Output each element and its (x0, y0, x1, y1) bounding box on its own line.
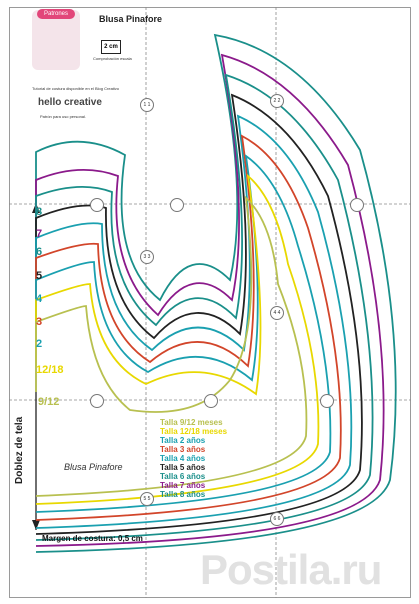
alignment-marker: 2 2 (270, 94, 284, 108)
alignment-marker: 1 1 (140, 98, 154, 112)
brand-name: hello creative (38, 97, 102, 108)
legend-item: Talla 4 años (160, 454, 206, 463)
legend-item: Talla 6 años (160, 472, 206, 481)
alignment-marker (90, 394, 104, 408)
page-frame (9, 7, 411, 598)
seam-allowance-note: Margen de costura: 0,5 cm (42, 534, 143, 543)
size-label-9-12: 9/12 (38, 396, 60, 408)
size-label-2: 2 (36, 338, 43, 350)
alignment-marker: 5 5 (140, 492, 154, 506)
tutorial-note: Tutorial de costura disponible en el Blo… (32, 86, 120, 91)
size-legend: Talla 9/12 meses Talla 12/18 meses Talla… (160, 418, 227, 499)
legend-item: Talla 2 años (160, 436, 206, 445)
legend-item: Talla 3 años (160, 445, 206, 454)
alignment-marker: 3 3 (140, 250, 154, 264)
scale-check-box: 2 cm (101, 40, 121, 54)
legend-item: Talla 9/12 meses (160, 418, 223, 427)
fold-label: Doblez de tela (14, 416, 25, 484)
size-label-7: 7 (36, 228, 43, 240)
pattern-title: Blusa Pinafore (99, 14, 163, 24)
alignment-marker: 4 4 (270, 306, 284, 320)
alignment-marker (90, 198, 104, 212)
alignment-marker (350, 198, 364, 212)
alignment-marker (170, 198, 184, 212)
brand-subtitle: Patrón para uso personal. (40, 114, 87, 119)
pattern-piece-name: Blusa Pinafore (64, 462, 123, 472)
alignment-marker (320, 394, 334, 408)
size-label-8: 8 (36, 206, 43, 218)
brand-logo (32, 10, 80, 70)
size-label-6: 6 (36, 246, 43, 258)
size-label-12-18: 12/18 (36, 364, 64, 376)
scale-caption: Comprobación escala (93, 56, 132, 61)
size-label-4: 4 (36, 293, 43, 305)
legend-item: Talla 12/18 meses (160, 427, 228, 436)
alignment-marker: 6 6 (270, 512, 284, 526)
size-label-3: 3 (36, 316, 43, 328)
alignment-marker (204, 394, 218, 408)
legend-item: Talla 7 años (160, 481, 206, 490)
logo-badge: Patrones (37, 9, 75, 19)
legend-item: Talla 5 años (160, 463, 206, 472)
watermark: Postila.ru (200, 546, 382, 593)
size-label-5: 5 (36, 270, 43, 282)
legend-item: Talla 8 años (160, 490, 206, 499)
